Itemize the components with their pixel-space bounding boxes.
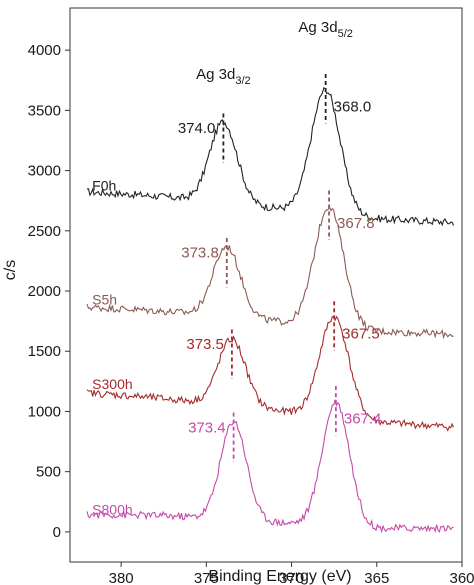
peak-header-ag-3d52: Ag 3d5/2 (298, 19, 353, 40)
series-s300h: S300h (86, 315, 455, 432)
spectra-series: F0h S5h S300h S800h (86, 87, 455, 534)
series-s800h: S800h (86, 399, 454, 534)
peak-value-label: 373.4 (188, 419, 226, 436)
series-line (86, 205, 454, 340)
series-line (86, 315, 455, 432)
peak-annotations: 374.0 368.0 373.8 367.8 373.5 367.5 373.4 367.4… (178, 19, 382, 463)
y-tick-label: 3500 (28, 102, 61, 119)
y-tick-label: 1500 (28, 343, 61, 360)
peak-value-label: 374.0 (178, 120, 216, 137)
peak-header-subscript: 3/2 (235, 75, 250, 87)
series-f0h: F0h (86, 87, 455, 227)
y-tick-label: 2000 (28, 283, 61, 300)
plot-frame (69, 7, 463, 563)
x-tick-label: 380 (109, 570, 134, 585)
series-line (86, 87, 455, 227)
x-axis-label: Binding Energy (eV) (208, 568, 351, 585)
y-tick-label: 0 (53, 524, 61, 541)
peak-value-label: 373.5 (186, 336, 224, 353)
series-line (86, 399, 454, 534)
series-name-label: S800h (92, 501, 132, 517)
x-tick-label: 360 (449, 570, 474, 585)
peak-header-subscript: 5/2 (338, 28, 353, 40)
series-name-label: S300h (92, 376, 132, 392)
peak-header-ag-3d32: Ag 3d3/2 (196, 66, 250, 87)
series-name-label: S5h (92, 292, 117, 308)
x-tick-label: 365 (364, 570, 389, 585)
x-axis-ticks: 380 375 370 365 360 (109, 562, 474, 585)
peak-value-label: 368.0 (334, 98, 372, 115)
peak-value-label: 367.4 (344, 411, 382, 428)
plot-border (69, 7, 463, 563)
x-tick-label: 370 (279, 570, 304, 585)
y-axis-ticks: 0 500 1000 1500 2000 2500 3000 3500 4000 (28, 42, 70, 541)
y-tick-label: 500 (36, 464, 61, 481)
x-tick-label: 375 (194, 570, 219, 585)
peak-value-label: 367.8 (337, 215, 375, 232)
series-s5h: S5h (86, 205, 454, 340)
peak-value-label: 367.5 (342, 326, 380, 343)
y-tick-label: 3000 (28, 163, 61, 180)
y-tick-label: 2500 (28, 223, 61, 240)
y-tick-label: 1000 (28, 403, 61, 420)
series-name-label: F0h (92, 177, 116, 193)
y-tick-label: 4000 (28, 42, 61, 59)
peak-value-label: 373.8 (181, 245, 219, 262)
y-axis-label: c/s (2, 260, 19, 280)
